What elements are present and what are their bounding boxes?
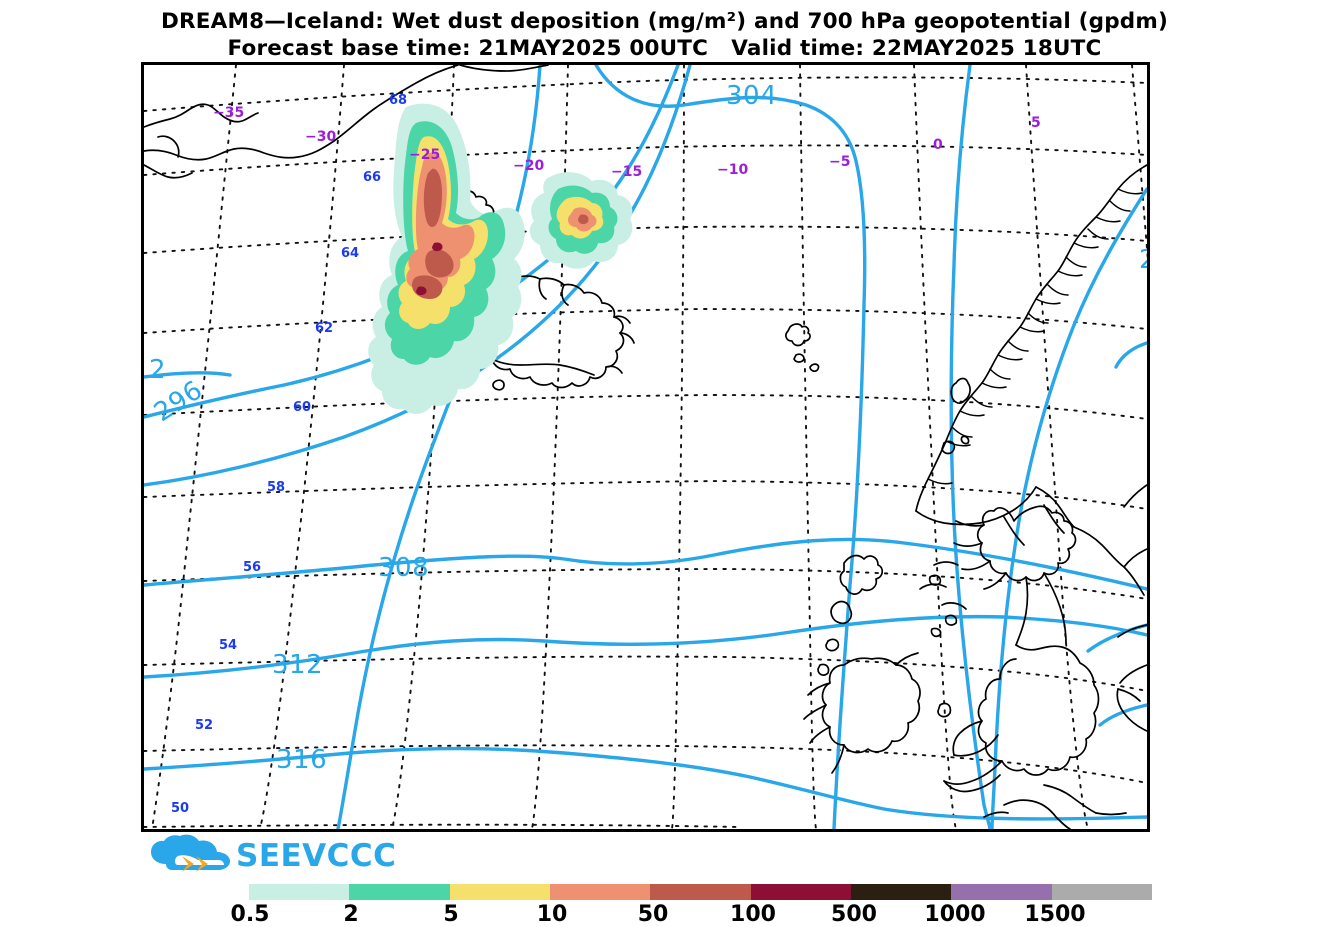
colorbar-tick-label: 5	[443, 902, 459, 927]
chevron-arrows-icon	[182, 856, 208, 872]
colorbar-segment	[750, 884, 851, 900]
colorbar-tick-label: 1500	[1024, 902, 1086, 927]
forecast-time-subtitle: Forecast base time: 21MAY2025 00UTC Vali…	[227, 36, 1102, 61]
seevccc-logo	[151, 834, 230, 872]
page-title: DREAM8—Iceland: Wet dust deposition (mg/…	[160, 9, 1169, 34]
dust2-band-50	[578, 214, 589, 225]
colorbar-tick-label: 10	[536, 902, 568, 927]
map-panel[interactable]: 68 66 64 62 60 58 56 54 52 50 −35 −30 −2…	[141, 62, 1150, 832]
colorbar-segment	[951, 884, 1052, 900]
dust-band-100b	[416, 286, 427, 296]
colorbar-segment	[249, 884, 350, 900]
geopotential-contours	[144, 65, 1147, 829]
dust-band-50	[423, 168, 442, 227]
colorbar-tick-label: 50	[637, 902, 669, 927]
title-block: DREAM8—Iceland: Wet dust deposition (mg/…	[0, 8, 1329, 62]
dust-deposition-field	[368, 103, 525, 414]
dust-band-100	[432, 242, 443, 252]
colorbar-labels: 0.5 2 5 10 50 100 500 1000 1500	[215, 902, 1155, 927]
colorbar-tick-label: 500	[831, 902, 877, 927]
colorbar[interactable]: 0.5 2 5 10 50 100 500 1000 1500	[215, 884, 1155, 927]
colorbar-strip[interactable]	[249, 884, 1152, 900]
map-canvas	[144, 65, 1147, 829]
colorbar-tick-label: 1000	[924, 902, 986, 927]
colorbar-segment	[850, 884, 952, 900]
dust-band-10	[406, 152, 475, 294]
colorbar-tick-label: 0.5	[230, 902, 270, 927]
colorbar-segment	[1051, 884, 1152, 900]
colorbar-segment	[650, 884, 751, 900]
logo-text: SEEVCCC	[236, 838, 397, 874]
dust-band-50b	[425, 249, 454, 278]
colorbar-tick-label: 100	[730, 902, 776, 927]
colorbar-segment	[549, 884, 651, 900]
colorbar-segment	[449, 884, 550, 900]
colorbar-tick-label: 2	[343, 902, 359, 927]
dust-deposition-secondary	[529, 172, 633, 269]
colorbar-segment	[349, 884, 450, 900]
